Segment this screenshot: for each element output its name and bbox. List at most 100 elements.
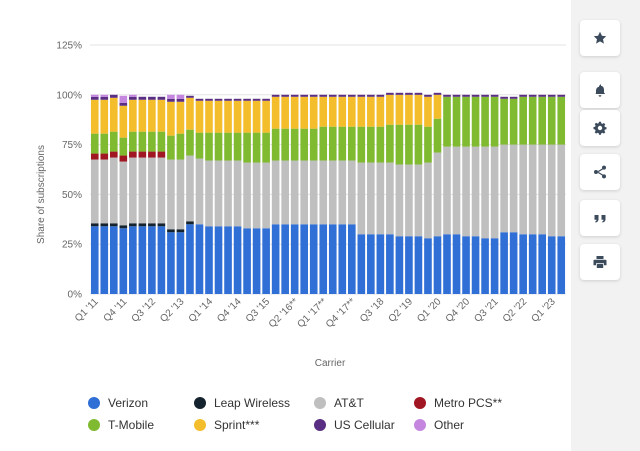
share-button[interactable] [580, 154, 620, 190]
bar-segment [481, 238, 489, 294]
bell-icon [593, 83, 607, 97]
bar-segment [481, 94, 489, 97]
bar-segment [176, 98, 185, 102]
bar-segment [90, 159, 99, 224]
y-tick-label: 50% [62, 190, 82, 201]
bar-segment [262, 228, 270, 294]
bar-segment [281, 160, 289, 225]
bar-segment [424, 126, 432, 163]
legend-marker [194, 397, 206, 409]
bar-segment [433, 118, 442, 153]
bar-segment [405, 94, 413, 125]
y-tick-label: 75% [62, 140, 82, 151]
bar-segment [243, 162, 251, 229]
bar-segment [138, 131, 147, 152]
bar-segment [205, 160, 213, 227]
legend-item[interactable]: AT&T [314, 396, 364, 410]
bar-segment [233, 132, 242, 161]
bar-segment [100, 133, 109, 154]
bar-segment [243, 100, 251, 133]
bar-segment [252, 98, 261, 101]
notification-button[interactable] [580, 72, 620, 108]
bar-segment [300, 128, 309, 161]
bar-segment [148, 131, 156, 152]
bar-segment [519, 234, 527, 294]
bar-segment [386, 162, 394, 235]
bar-segment [119, 161, 128, 226]
bar-segment [109, 223, 118, 227]
bar-segment [509, 96, 518, 99]
quote-icon [593, 211, 607, 225]
print-button[interactable] [580, 244, 620, 280]
bar-segment [424, 96, 432, 127]
legend-item[interactable]: Verizon [88, 396, 148, 410]
bar-segment [138, 223, 147, 227]
bar-segment [405, 236, 413, 294]
y-tick-label: 125% [56, 41, 82, 52]
bar-segment [129, 131, 137, 152]
x-tick-label: Q2 '13 [158, 296, 187, 325]
x-axis-title: Carrier [315, 358, 346, 369]
bar-segment [214, 226, 223, 294]
x-tick-label: Q2 '22 [501, 296, 530, 325]
bar-segment [347, 160, 356, 225]
bar-segment [167, 98, 175, 102]
y-tick-label: 100% [56, 90, 82, 101]
x-tick-label: Q4 '17** [324, 296, 358, 330]
cite-button[interactable] [580, 200, 620, 236]
legend-item[interactable]: Sprint*** [194, 418, 259, 432]
bar-segment [157, 157, 166, 224]
settings-button[interactable] [580, 110, 620, 146]
bar-segment [328, 160, 337, 225]
bar-segment [157, 131, 166, 152]
bar-segment [138, 99, 147, 132]
legend-item[interactable]: Metro PCS** [414, 396, 502, 410]
bar-segment [281, 128, 289, 161]
bar-segment [338, 224, 347, 294]
bar-segment [90, 99, 99, 134]
bar-segment [167, 229, 175, 233]
legend-item[interactable]: US Cellular [314, 418, 395, 432]
bar-segment [433, 152, 442, 237]
bar-segment [471, 96, 480, 147]
bar-segment [186, 129, 194, 156]
legend-item[interactable]: Other [414, 418, 464, 432]
legend-item[interactable]: T-Mobile [88, 418, 154, 432]
bar-segment [100, 96, 109, 100]
bar-segment [386, 124, 394, 163]
bar-segment [509, 232, 518, 294]
bar-segment [262, 132, 270, 163]
bar-segment [167, 101, 175, 136]
bar-segment [290, 224, 299, 294]
bar-segment [90, 96, 99, 100]
x-tick-label: Q3 '12 [130, 296, 159, 325]
legend-item[interactable]: Leap Wireless [194, 396, 290, 410]
favorite-button[interactable] [580, 20, 620, 56]
bar-segment [224, 226, 232, 294]
bar-segment [90, 94, 99, 97]
bar-segment [414, 124, 423, 165]
bar-segment [119, 102, 128, 106]
bar-segment [157, 151, 166, 158]
bar-segment [233, 226, 242, 294]
bar-segment [233, 98, 242, 101]
printer-icon [593, 255, 607, 269]
bar-segment [462, 94, 470, 97]
bar-segment [100, 223, 109, 227]
bar-segment [186, 97, 194, 130]
bar-segment [347, 126, 356, 161]
bar-segment [186, 224, 194, 294]
bar-segment [557, 96, 566, 145]
bar-segment [167, 94, 175, 99]
bar-segment [233, 100, 242, 133]
legend-marker [88, 397, 100, 409]
legend-label: Metro PCS** [434, 396, 503, 410]
bar-segment [271, 128, 280, 161]
bar-segment [300, 94, 309, 97]
legend-marker [414, 397, 426, 409]
bar-segment [176, 101, 185, 134]
share-icon [593, 165, 607, 179]
bar-segment [386, 94, 394, 125]
bar-segment [271, 94, 280, 97]
bar-segment [224, 160, 232, 227]
